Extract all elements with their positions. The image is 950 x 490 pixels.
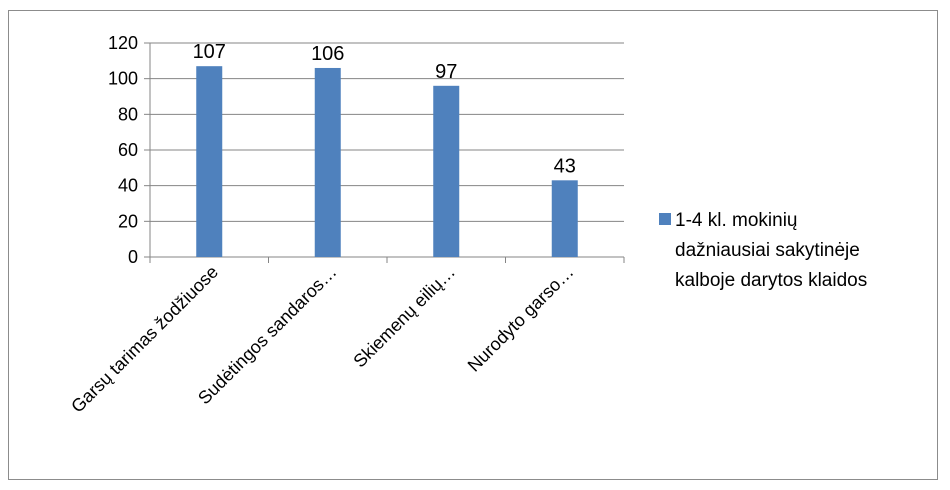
data-label: 43 <box>554 155 576 177</box>
y-axis-ticks: 0 20 40 60 80 100 120 <box>108 33 150 267</box>
y-tick-label: 100 <box>108 69 138 89</box>
bar <box>314 67 341 257</box>
y-tick-label: 120 <box>108 33 138 53</box>
y-tick-label: 0 <box>128 247 138 267</box>
y-tick-label: 60 <box>118 140 138 160</box>
legend-line-1: 1-4 kl. mokinių <box>675 210 798 231</box>
bar <box>433 85 460 257</box>
data-label: 106 <box>311 43 344 65</box>
category-label: Skiemenų eilių… <box>349 262 459 372</box>
bars <box>196 66 578 257</box>
legend: 1-4 kl. mokinių dažniausiai sakytinėje k… <box>659 210 867 291</box>
data-labels: 107 106 97 43 <box>193 41 576 177</box>
y-tick-label: 20 <box>118 211 138 231</box>
y-tick-label: 80 <box>118 104 138 124</box>
gridlines <box>150 42 624 222</box>
legend-line-2: dažniausiai sakytinėje <box>675 240 860 261</box>
chart-frame: 0 20 40 60 80 100 120 107 106 97 43 Garsų tarimas… <box>8 10 938 480</box>
data-label: 97 <box>435 61 457 83</box>
bar <box>551 180 578 257</box>
bar-chart: 0 20 40 60 80 100 120 107 106 97 43 Garsų tarimas… <box>67 33 867 417</box>
category-label: Nurodyto garso… <box>464 262 578 376</box>
data-label: 107 <box>193 41 226 63</box>
category-label: Sudėtingos sandaros… <box>194 262 340 408</box>
y-tick-label: 40 <box>118 176 138 196</box>
legend-line-3: kalboje darytos klaidos <box>675 270 867 291</box>
bar <box>196 66 223 257</box>
legend-swatch <box>659 213 671 225</box>
